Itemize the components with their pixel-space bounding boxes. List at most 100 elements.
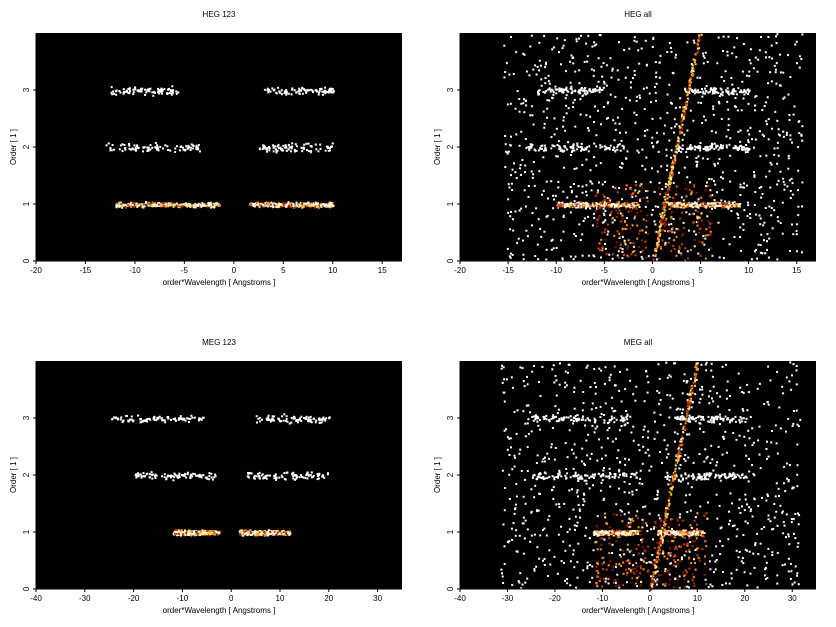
data-point: [693, 92, 696, 95]
data-point: [542, 110, 545, 113]
data-point: [671, 168, 673, 171]
data-point: [309, 145, 312, 147]
data-point: [603, 82, 606, 85]
data-point: [766, 248, 768, 251]
data-point: [690, 63, 693, 66]
data-point: [287, 201, 290, 204]
data-point: [270, 532, 273, 535]
data-point: [573, 149, 576, 152]
data-point: [153, 416, 156, 419]
data-point: [147, 204, 150, 207]
data-point: [684, 204, 687, 207]
data-point: [330, 87, 333, 90]
data-point: [636, 224, 639, 227]
data-point: [543, 144, 546, 147]
data-point: [727, 35, 730, 38]
data-point: [741, 80, 744, 83]
data-point: [696, 51, 699, 54]
data-point: [658, 257, 660, 260]
data-point: [278, 90, 281, 93]
data-point: [645, 246, 647, 249]
data-point: [206, 477, 209, 480]
data-point: [742, 90, 745, 93]
data-point: [529, 143, 532, 146]
data-point: [593, 255, 596, 258]
data-point: [597, 57, 600, 60]
data-point: [625, 206, 628, 209]
data-point: [516, 90, 519, 93]
data-point: [312, 474, 315, 477]
data-point: [545, 258, 548, 261]
data-point: [197, 144, 200, 147]
data-point: [576, 202, 579, 205]
data-point: [273, 203, 276, 206]
data-point: [201, 416, 204, 419]
data-point: [524, 99, 527, 102]
data-point: [658, 225, 661, 228]
data-point: [534, 255, 537, 258]
data-point: [579, 200, 582, 203]
data-point: [619, 149, 622, 152]
data-point: [135, 202, 138, 205]
data-point: [629, 86, 632, 89]
data-point: [180, 530, 183, 533]
data-point: [601, 529, 604, 532]
data-point: [151, 146, 154, 149]
data-point: [708, 145, 711, 148]
data-point: [533, 184, 536, 187]
data-point: [720, 88, 723, 91]
data-point: [774, 110, 777, 113]
data-point: [676, 228, 679, 231]
data-point: [515, 133, 518, 136]
data-point: [318, 417, 321, 420]
data-point: [249, 531, 252, 534]
data-point: [621, 248, 624, 251]
data-point: [788, 114, 791, 116]
data-point: [317, 93, 320, 96]
data-point: [792, 113, 795, 116]
data-point: [665, 168, 668, 171]
data-point: [693, 221, 696, 223]
data-point: [174, 203, 177, 206]
data-point: [166, 93, 169, 95]
data-point: [606, 223, 609, 226]
data-point: [734, 146, 737, 149]
data-point: [600, 256, 602, 259]
data-point: [272, 150, 275, 153]
data-point: [581, 206, 584, 209]
data-point: [674, 159, 677, 162]
data-point: [159, 203, 162, 206]
data-point: [679, 200, 682, 203]
data-point: [619, 166, 622, 168]
data-point: [697, 146, 700, 149]
data-point: [688, 213, 691, 216]
data-point: [590, 91, 593, 94]
data-point: [673, 201, 676, 204]
data-point: [710, 196, 712, 199]
data-point: [604, 228, 606, 231]
data-point: [285, 93, 288, 96]
data-point: [697, 91, 700, 94]
data-point: [625, 184, 628, 187]
data-point: [310, 204, 313, 207]
data-point: [552, 247, 555, 250]
data-point: [593, 156, 596, 159]
data-point: [175, 145, 178, 148]
data-point: [589, 180, 592, 183]
data-point: [603, 201, 606, 204]
data-point: [210, 476, 213, 479]
data-point: [256, 533, 259, 536]
data-point: [585, 194, 588, 197]
data-point: [318, 421, 321, 424]
data-point: [598, 534, 601, 537]
data-point: [697, 89, 699, 92]
data-point: [250, 202, 252, 205]
data-point: [573, 200, 576, 203]
data-point: [770, 163, 773, 166]
data-point: [271, 532, 274, 535]
data-point: [670, 223, 673, 226]
data-point: [296, 476, 298, 479]
data-point: [285, 146, 288, 149]
data-point: [601, 193, 604, 196]
data-point: [181, 146, 184, 149]
